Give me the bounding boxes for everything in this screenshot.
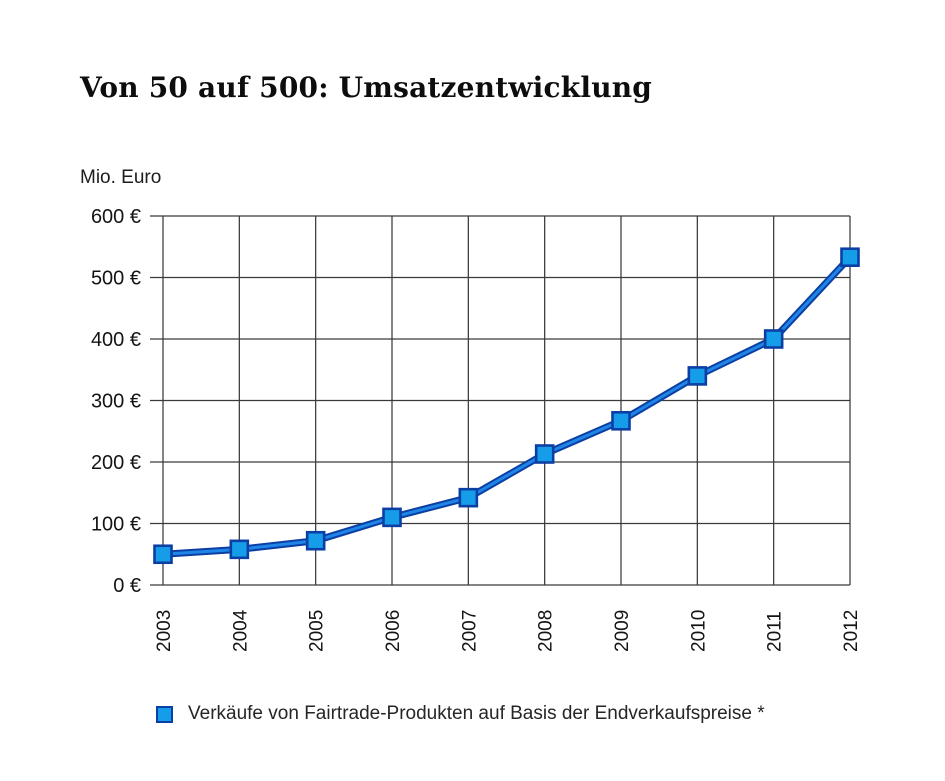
x-tick-label: 2009 <box>612 610 633 652</box>
x-tick-label: 2003 <box>154 610 175 652</box>
data-line-outer <box>159 253 854 558</box>
data-point <box>611 410 631 431</box>
y-tick-label: 300 € <box>91 391 141 413</box>
legend: Verkäufe von Fairtrade-Produkten auf Bas… <box>156 703 765 725</box>
gridlines <box>150 215 851 586</box>
x-tick-label: 2007 <box>459 610 480 652</box>
data-point <box>382 507 402 528</box>
y-tick-label: 200 € <box>91 452 141 474</box>
y-tick-label: 600 € <box>91 206 141 228</box>
data-point <box>534 444 555 464</box>
data-point <box>153 544 173 565</box>
data-point-markers <box>153 247 860 565</box>
y-tick-label: 100 € <box>91 514 141 536</box>
data-line-inner <box>161 255 852 556</box>
x-tick-label: 2012 <box>841 610 862 652</box>
y-tick-label: 0 € <box>113 575 141 597</box>
x-tick-label: 2008 <box>536 610 557 652</box>
y-axis-tick-labels: 0 € 100 € 200 € 300 € 400 € 500 € 600 € <box>91 206 141 597</box>
y-axis-unit-label: Mio. Euro <box>80 167 162 188</box>
chart-title: Von 50 auf 500: Umsatzentwicklung <box>80 71 653 104</box>
legend-label: Verkäufe von Fairtrade-Produkten auf Bas… <box>188 703 765 724</box>
data-point <box>229 539 250 560</box>
data-point <box>305 530 326 551</box>
data-point <box>840 247 860 268</box>
x-tick-label: 2011 <box>765 611 786 652</box>
data-point <box>687 366 708 386</box>
data-point <box>763 329 784 349</box>
legend-marker-swatch <box>156 705 173 723</box>
x-axis-tick-labels: 2003 2004 2005 2006 2007 2008 2009 2010 2011 2012 <box>154 609 862 652</box>
y-tick-label: 500 € <box>91 268 141 290</box>
y-tick-label: 400 € <box>91 329 141 351</box>
x-tick-label: 2006 <box>383 610 404 652</box>
x-tick-label: 2005 <box>307 610 328 652</box>
data-point <box>458 487 479 508</box>
x-tick-label: 2010 <box>688 610 709 652</box>
x-tick-label: 2004 <box>230 609 251 652</box>
